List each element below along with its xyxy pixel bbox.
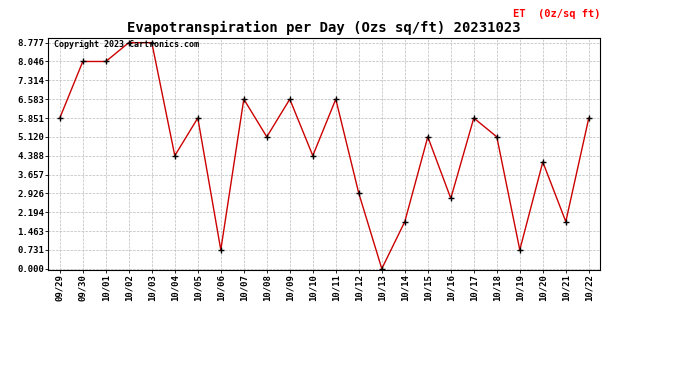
Text: Copyright 2023 Cartronics.com: Copyright 2023 Cartronics.com (54, 40, 199, 49)
Text: ET  (0z/sq ft): ET (0z/sq ft) (513, 9, 600, 19)
Title: Evapotranspiration per Day (Ozs sq/ft) 20231023: Evapotranspiration per Day (Ozs sq/ft) 2… (128, 21, 521, 35)
